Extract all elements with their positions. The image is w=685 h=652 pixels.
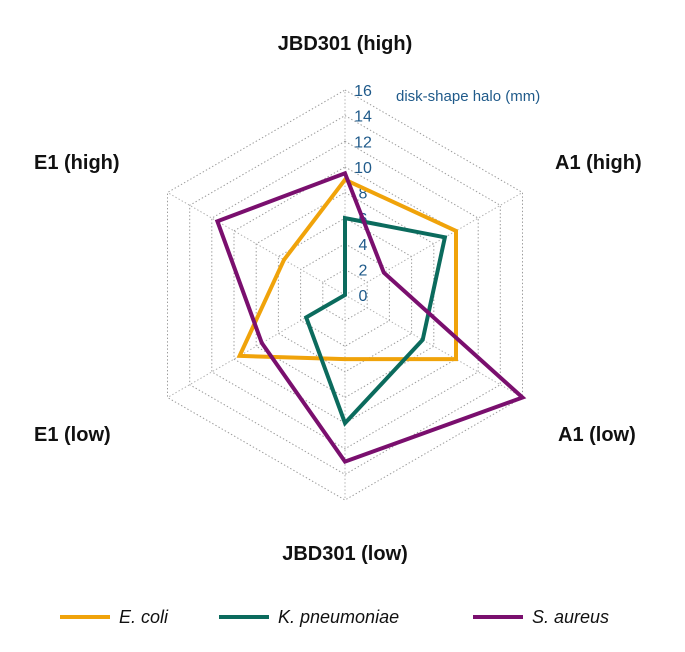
series-layer — [214, 170, 527, 465]
tick-label-4: 4 — [359, 237, 368, 254]
series-line-s-aureus — [214, 170, 527, 465]
tick-label-14: 14 — [354, 109, 372, 126]
tick-label-0: 0 — [359, 288, 368, 305]
tick-label-16: 16 — [354, 83, 372, 100]
tick-label-8: 8 — [359, 186, 368, 203]
grid-ring-14 — [189, 115, 501, 475]
tick-label-12: 12 — [354, 134, 372, 151]
axis-label-a1-high: A1 (high) — [555, 152, 642, 174]
legend: E. coli K. pneumoniae S. aureus — [60, 607, 609, 627]
grid-layer — [167, 89, 523, 501]
grid-spoke-a1-low — [344, 294, 523, 398]
grid-ring-8 — [255, 191, 435, 399]
legend-label-k-pneumoniae: K. pneumoniae — [278, 607, 399, 627]
axis-label-e1-high: E1 (high) — [34, 152, 120, 174]
legend-item-k-pneumoniae: K. pneumoniae — [219, 607, 399, 627]
legend-label-s-aureus: S. aureus — [532, 607, 609, 627]
legend-item-e-coli: E. coli — [60, 607, 169, 627]
series-line-k-pneumoniae — [303, 215, 448, 427]
tick-label-2: 2 — [359, 262, 368, 279]
axis-label-jbd301-low: JBD301 (low) — [282, 543, 408, 565]
legend-item-s-aureus: S. aureus — [473, 607, 609, 627]
axis-unit-label: disk-shape halo (mm) — [396, 88, 540, 105]
series-line-e-coli — [236, 177, 458, 362]
axis-label-jbd301-high: JBD301 (high) — [278, 33, 412, 55]
grid-ring-12 — [211, 140, 479, 450]
legend-label-e-coli: E. coli — [119, 607, 169, 627]
tick-label-10: 10 — [354, 160, 372, 177]
axis-label-e1-low: E1 (low) — [34, 424, 111, 446]
axis-label-a1-low: A1 (low) — [558, 424, 636, 446]
